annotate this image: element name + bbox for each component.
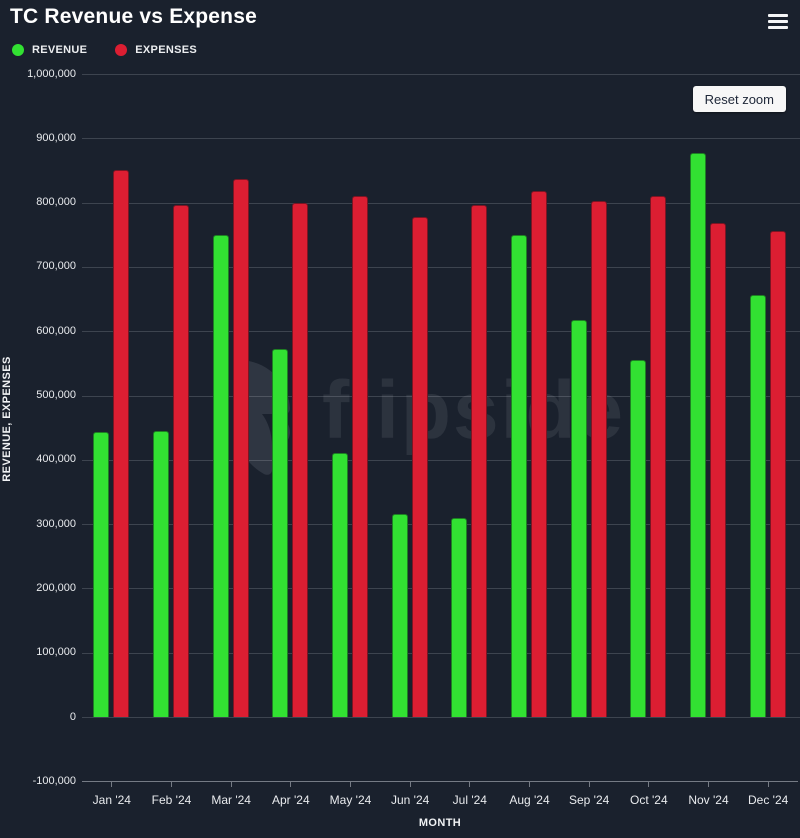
hamburger-bar [768,25,788,29]
bar-revenue-nov-24[interactable] [690,153,706,717]
bar-expenses-feb-24[interactable] [173,204,189,717]
y-tick-label: 500,000 [36,389,76,401]
bar-revenue-jun-24[interactable] [391,513,408,717]
y-tick-label: 300,000 [36,517,76,530]
x-axis-tick [409,781,411,788]
revenue-swatch-icon [12,44,24,56]
y-gridline [82,652,800,654]
x-category-label: Mar '24 [211,793,251,808]
bar-expenses-jan-24[interactable] [113,170,130,717]
y-gridline [82,588,800,590]
bar-revenue-jan-24[interactable] [93,432,110,717]
bar-revenue-dec-24[interactable] [749,295,766,717]
x-category-label: Nov '24 [688,793,729,808]
x-axis-tick [290,781,292,788]
y-gridline [82,524,800,526]
x-axis-tick [111,781,113,788]
y-tick-label: -100,000 [32,774,76,787]
y-gridline [82,395,800,397]
legend-item-expenses[interactable]: EXPENSES [115,44,197,56]
reset-zoom-button[interactable]: Reset zoom [692,86,786,112]
x-category-label: Jul '24 [452,793,487,808]
x-axis-tick [648,781,650,788]
y-gridline [82,74,800,75]
bar-revenue-oct-24[interactable] [630,360,647,717]
y-gridline [82,331,800,333]
bar-expenses-sep-24[interactable] [590,200,607,717]
bar-revenue-may-24[interactable] [332,453,348,717]
y-tick-label: 800,000 [36,196,76,209]
legend-item-revenue[interactable]: REVENUE [12,44,87,56]
x-category-label: Apr '24 [272,793,310,808]
x-category-label: Sep '24 [568,793,610,808]
hamburger-bar [768,19,788,23]
y-tick-label: 200,000 [36,581,76,594]
x-axis-tick [529,781,530,788]
bar-revenue-jul-24[interactable] [451,517,468,717]
legend-label-expenses: EXPENSES [135,44,197,56]
y-gridline [82,202,800,204]
x-category-label: May '24 [329,793,372,808]
x-axis-title: MONTH [418,817,462,829]
y-gridline [82,459,800,461]
legend: REVENUE EXPENSES [12,44,197,56]
x-category-label: Feb '24 [151,793,192,808]
x-category-label: Aug '24 [509,793,550,808]
y-tick-label: 400,000 [36,453,76,466]
y-gridline [82,717,800,718]
y-tick-label: 900,000 [36,131,76,144]
y-tick-label: 100,000 [36,646,76,659]
bar-expenses-mar-24[interactable] [232,179,249,717]
x-axis-line [82,781,798,783]
y-gridline [82,138,800,140]
x-axis-tick [767,781,769,788]
bar-expenses-jul-24[interactable] [471,205,488,717]
bar-revenue-sep-24[interactable] [570,319,587,717]
y-tick-label: 0 [69,710,76,723]
bar-expenses-may-24[interactable] [352,195,368,717]
y-tick-label: 700,000 [36,260,76,273]
y-tick-label: 600,000 [36,324,76,337]
bar-expenses-nov-24[interactable] [710,223,726,717]
bar-expenses-oct-24[interactable] [650,196,667,717]
hamburger-bar [768,13,788,17]
bar-revenue-mar-24[interactable] [212,234,229,717]
x-axis-tick [230,781,232,788]
x-axis-tick [350,781,351,788]
x-axis-tick [708,781,709,788]
x-axis-tick [588,781,590,788]
page-title: TC Revenue vs Expense [10,5,257,28]
watermark: flipside [232,358,625,476]
x-category-label: Dec '24 [748,793,789,808]
x-category-label: Jan '24 [92,793,131,808]
x-axis-tick [171,781,172,788]
y-gridline [82,266,800,268]
y-tick-label: 1,000,000 [27,67,76,80]
bar-expenses-dec-24[interactable] [769,230,786,717]
expenses-swatch-icon [115,44,128,56]
legend-label-revenue: REVENUE [32,44,88,56]
bar-expenses-aug-24[interactable] [531,191,547,717]
x-axis-tick [469,781,471,788]
bar-revenue-apr-24[interactable] [272,349,289,717]
bar-revenue-aug-24[interactable] [511,235,527,717]
bar-expenses-jun-24[interactable] [411,216,428,717]
hamburger-menu-icon[interactable] [764,10,792,32]
x-category-label: Jun '24 [390,793,430,808]
x-category-label: Oct '24 [630,793,668,808]
bar-revenue-feb-24[interactable] [153,430,169,717]
y-axis-title: REVENUE, EXPENSES [1,356,13,482]
bar-expenses-apr-24[interactable] [292,203,309,717]
